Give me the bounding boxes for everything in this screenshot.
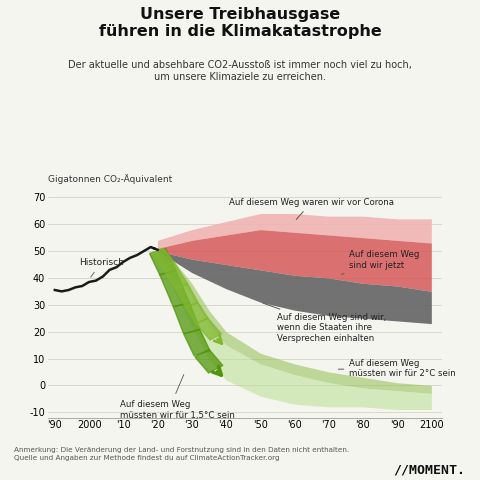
Polygon shape — [195, 349, 223, 373]
Text: Der aktuelle und absehbare CO2-Ausstoß ist immer noch viel zu hoch,
um unsere Kl: Der aktuelle und absehbare CO2-Ausstoß i… — [68, 60, 412, 83]
Text: Auf diesem Weg
müssten wir für 1,5°C sein: Auf diesem Weg müssten wir für 1,5°C sei… — [120, 400, 235, 420]
Text: Auf diesem Weg sind wir,
wenn die Staaten ihre
Versprechen einhalten: Auf diesem Weg sind wir, wenn die Staate… — [263, 303, 386, 343]
Text: Auf diesem Weg
müssten wir für 2°C sein: Auf diesem Weg müssten wir für 2°C sein — [338, 359, 456, 378]
Polygon shape — [173, 303, 200, 334]
Text: Gigatonnen CO₂-Äquivalent: Gigatonnen CO₂-Äquivalent — [48, 174, 172, 184]
Text: Historisch: Historisch — [79, 258, 124, 277]
Text: Quelle und Angaben zur Methode findest du auf ClimateActionTracker.org: Quelle und Angaben zur Methode findest d… — [14, 455, 280, 461]
Polygon shape — [162, 262, 188, 288]
Text: Auf diesem Weg
sind wir jetzt: Auf diesem Weg sind wir jetzt — [342, 251, 420, 275]
Polygon shape — [196, 318, 221, 340]
Polygon shape — [186, 302, 208, 324]
Polygon shape — [184, 329, 210, 356]
Polygon shape — [149, 249, 176, 275]
Text: Anmerkung: Die Veränderung der Land- und Forstnutzung sind in den Daten nicht en: Anmerkung: Die Veränderung der Land- und… — [14, 447, 349, 453]
Text: //MOMENT.: //MOMENT. — [394, 463, 466, 476]
Polygon shape — [175, 284, 198, 307]
Text: Unsere Treibhausgase
führen in die Klimakatastrophe: Unsere Treibhausgase führen in die Klima… — [98, 7, 382, 39]
Polygon shape — [160, 270, 190, 307]
Text: Auf diesem Weg waren wir vor Corona: Auf diesem Weg waren wir vor Corona — [229, 198, 394, 219]
Polygon shape — [152, 248, 174, 267]
